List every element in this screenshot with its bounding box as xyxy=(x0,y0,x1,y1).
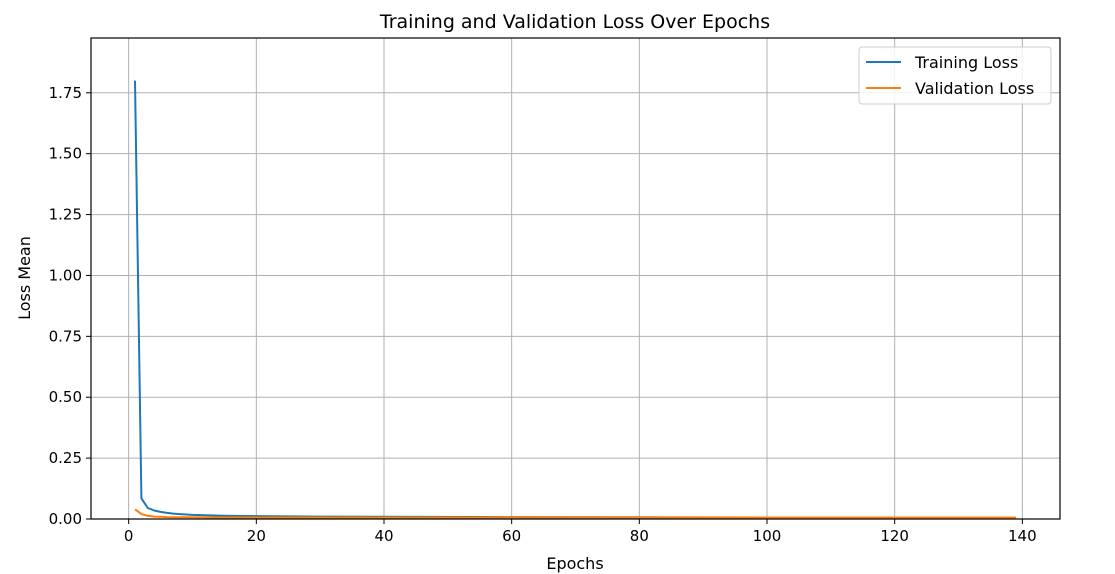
y-axis-ticks: 0.00 0.25 0.50 0.75 1.00 1.25 1.50 1.75 xyxy=(49,84,91,528)
validation-loss-line xyxy=(134,508,1016,519)
y-tick-label: 0.25 xyxy=(49,449,82,467)
x-tick-label: 60 xyxy=(502,527,521,545)
y-tick-label: 0.00 xyxy=(49,510,82,528)
x-tick-label: 20 xyxy=(247,527,266,545)
x-tick-label: 140 xyxy=(1008,527,1037,545)
legend-label-training-loss: Training Loss xyxy=(914,53,1018,72)
y-tick-label: 1.00 xyxy=(49,266,82,284)
x-tick-label: 80 xyxy=(630,527,649,545)
x-tick-label: 0 xyxy=(124,527,134,545)
chart-title: Training and Validation Loss Over Epochs xyxy=(379,11,770,33)
y-tick-label: 1.75 xyxy=(49,84,82,102)
y-axis-title: Loss Mean xyxy=(15,236,34,320)
x-tick-label: 120 xyxy=(880,527,909,545)
x-axis-ticks: 0 20 40 60 80 100 120 140 xyxy=(124,519,1037,545)
x-axis-title: Epochs xyxy=(546,554,603,573)
x-tick-label: 100 xyxy=(753,527,782,545)
legend-label-validation-loss: Validation Loss xyxy=(915,79,1034,98)
legend-box xyxy=(858,46,1052,105)
x-tick-label: 40 xyxy=(374,527,393,545)
legend: Training Loss Validation Loss xyxy=(858,46,1052,105)
y-tick-label: 0.75 xyxy=(49,327,82,345)
y-tick-label: 1.25 xyxy=(49,206,82,224)
plot-series xyxy=(134,80,1017,519)
plot-frame xyxy=(90,37,1061,520)
y-tick-label: 1.50 xyxy=(49,145,82,163)
y-tick-label: 0.50 xyxy=(49,388,82,406)
